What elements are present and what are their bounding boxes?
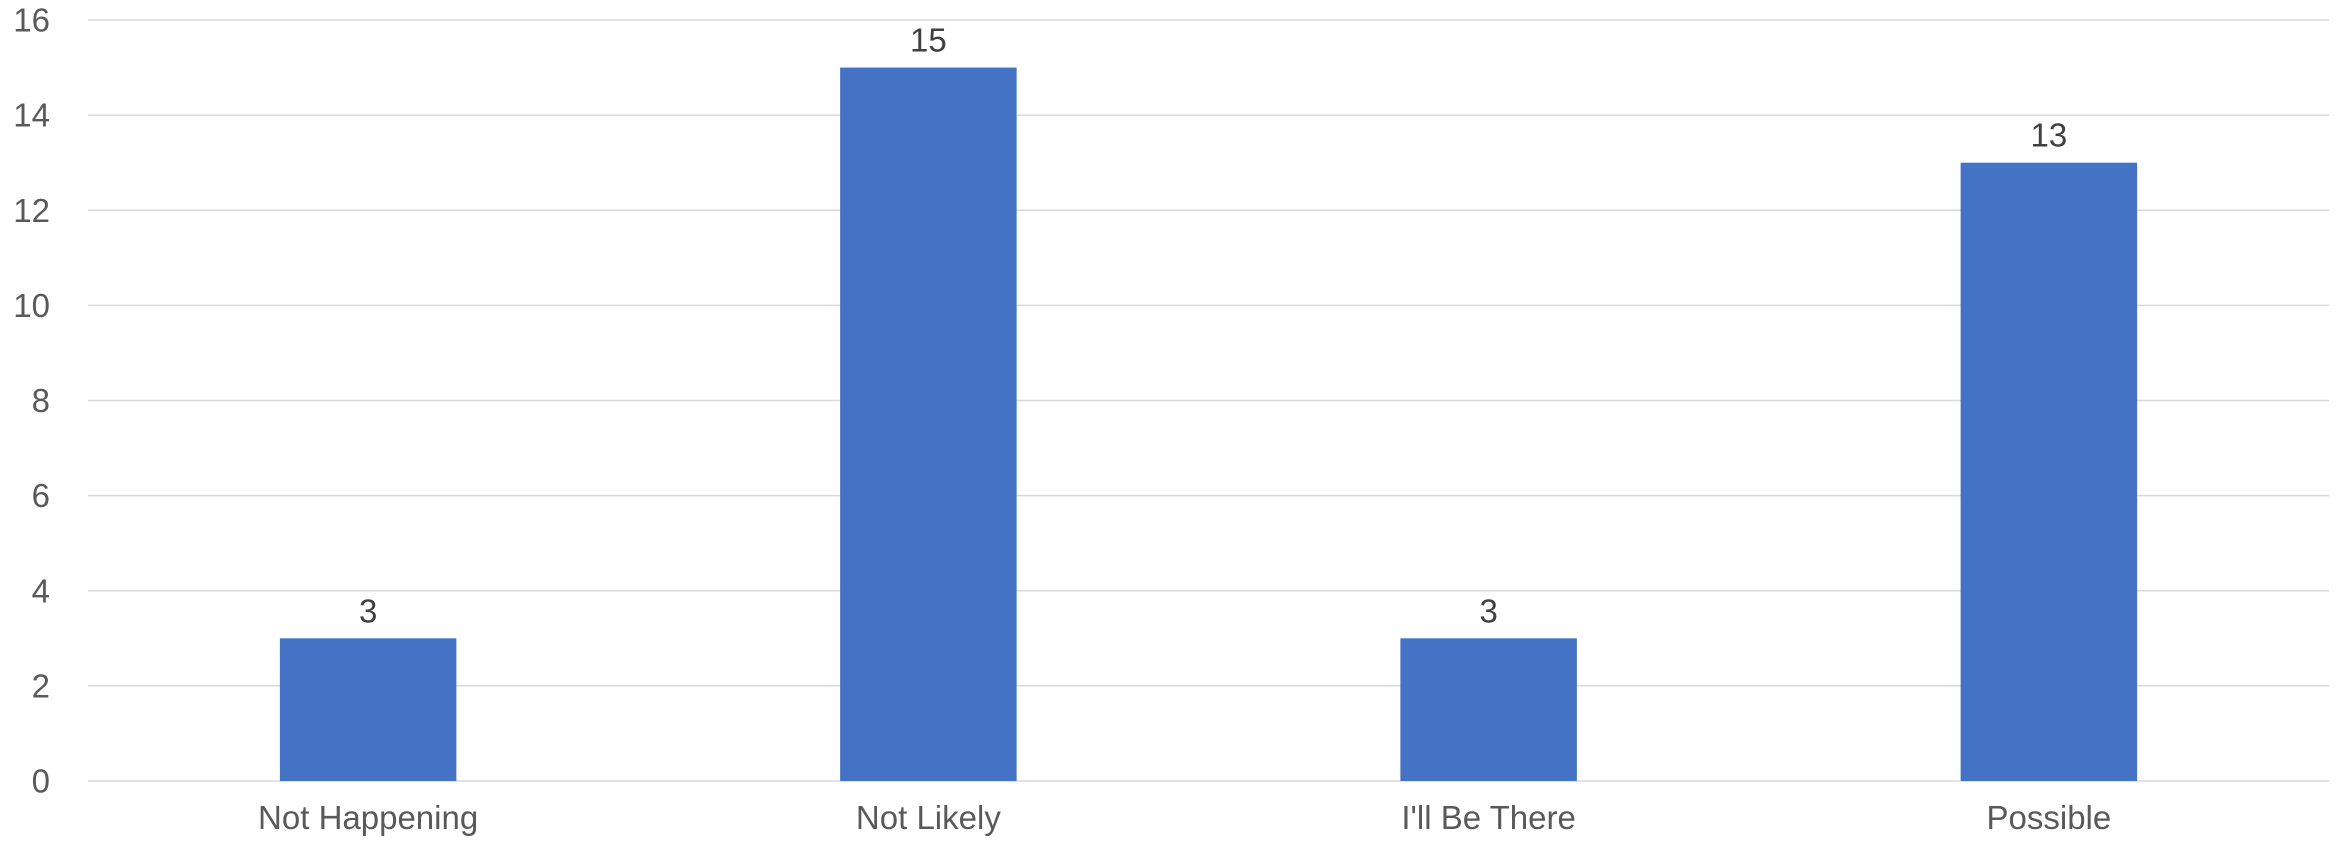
data-label: 15	[910, 22, 947, 59]
x-axis: Not Happening Not Likely I'll Be There Poss…	[258, 799, 2111, 836]
y-tick-label: 16	[13, 2, 50, 39]
x-tick-label: Not Happening	[258, 799, 478, 836]
bar	[1960, 162, 2138, 781]
y-tick-label: 4	[32, 572, 50, 609]
gridlines	[88, 19, 2329, 782]
x-tick-label: Not Likely	[856, 799, 1001, 836]
y-tick-label: 10	[13, 287, 50, 324]
x-tick-label: Possible	[1987, 799, 2112, 836]
data-labels: 3 15 3 13	[359, 22, 2067, 630]
y-tick-label: 0	[32, 763, 50, 800]
bars	[279, 67, 2138, 781]
bar	[1400, 638, 1577, 781]
y-tick-label: 14	[13, 97, 50, 134]
y-axis: 0 2 4 6 8 10 12 14 16	[13, 2, 50, 800]
data-label: 3	[359, 592, 377, 629]
y-tick-label: 2	[32, 667, 50, 704]
y-tick-label: 6	[32, 477, 50, 514]
data-label: 13	[2031, 117, 2068, 154]
data-label: 3	[1479, 592, 1497, 629]
y-tick-label: 8	[32, 382, 50, 419]
y-tick-label: 12	[13, 192, 50, 229]
bar	[279, 638, 457, 781]
bar	[840, 67, 1017, 781]
x-tick-label: I'll Be There	[1401, 799, 1575, 836]
